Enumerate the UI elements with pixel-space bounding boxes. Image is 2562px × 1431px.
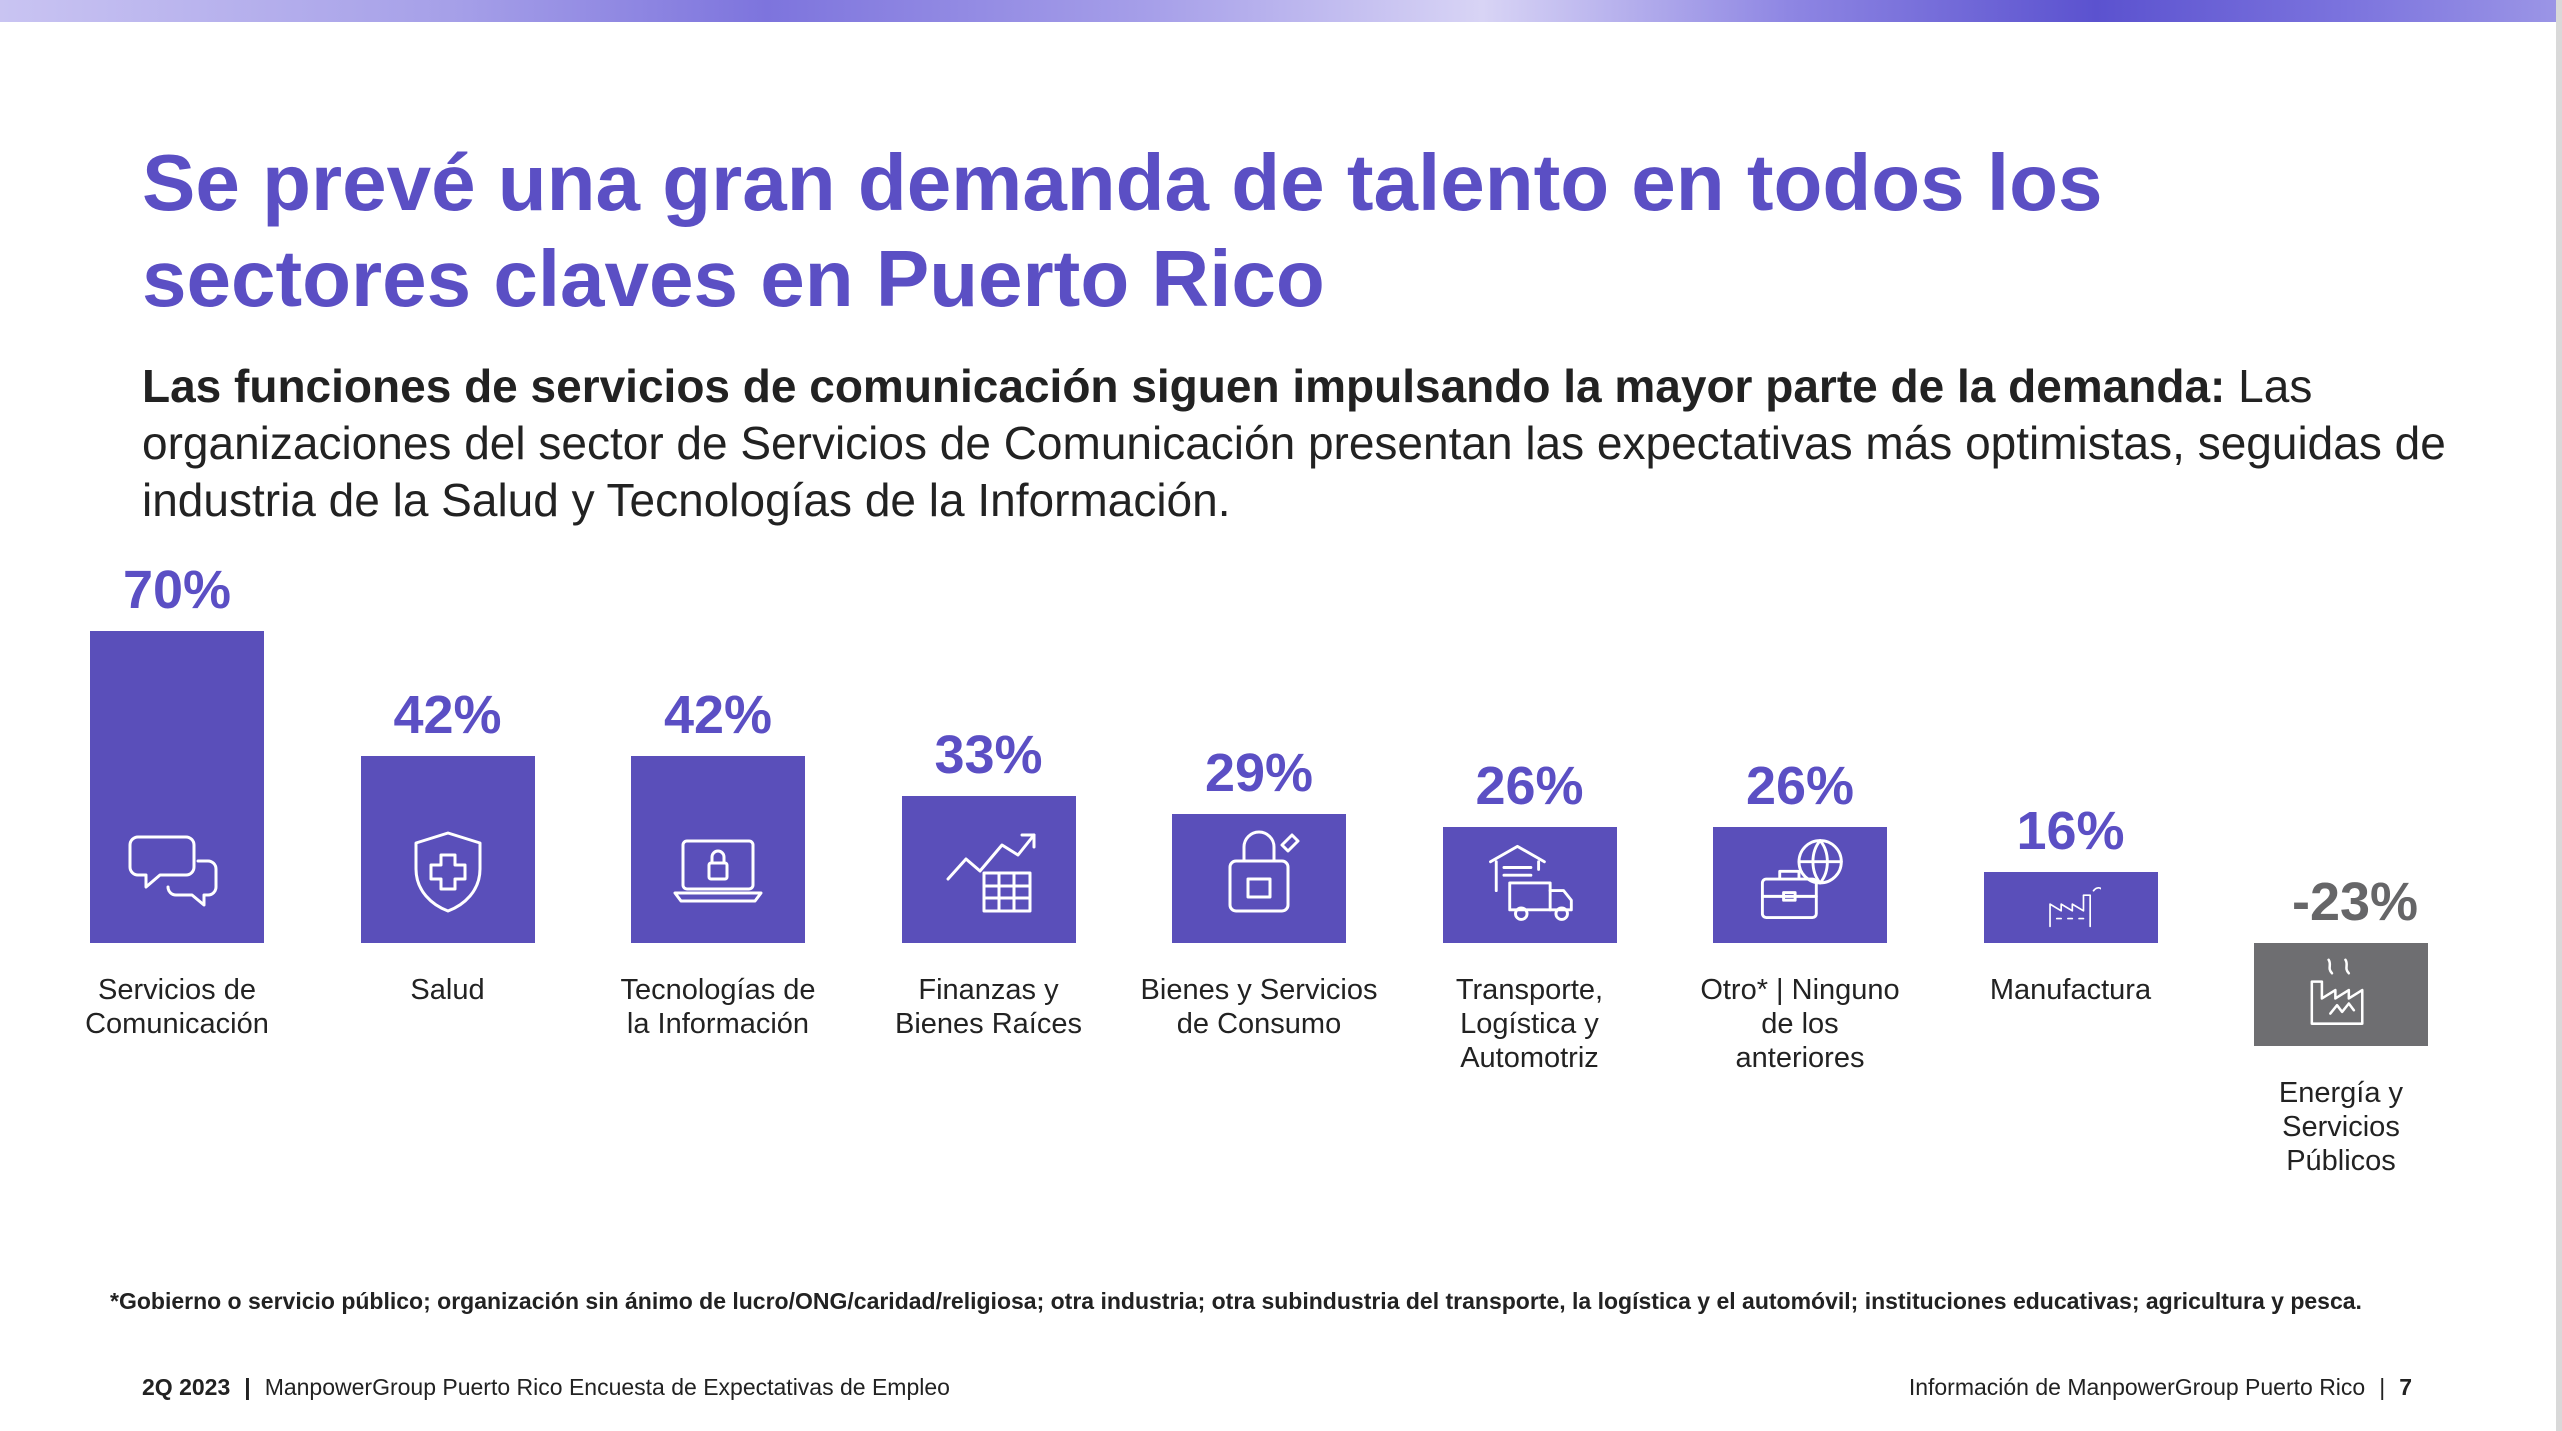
factory-icon <box>2049 886 2102 927</box>
footer-right: Información de ManpowerGroup Puerto Rico… <box>1909 1373 2412 1401</box>
bar-5 <box>1172 813 1346 943</box>
footer-info: Información de ManpowerGroup Puerto Rico <box>1908 1374 2366 1400</box>
value-label-6: 26% <box>1475 756 1584 817</box>
category-label-6: Transporte, Logística y Automotriz <box>1455 974 1604 1074</box>
delivery-truck-icon <box>1488 844 1573 922</box>
top-gradient-band <box>0 0 2556 22</box>
value-label-4: 33% <box>934 724 1043 785</box>
category-label-8: Manufactura <box>1989 974 2152 1006</box>
value-label-3: 42% <box>663 684 773 745</box>
footnote: *Gobierno o servicio público; organizaci… <box>110 1288 2362 1314</box>
finance-growth-icon <box>946 833 1035 913</box>
category-label-1: Servicios de Comunicación <box>85 974 269 1040</box>
bar-4 <box>901 795 1076 943</box>
category-label-9: Energía y Servicios Públicos <box>2278 1076 2404 1177</box>
bar-8 <box>1983 871 2158 943</box>
footer-quarter: 2Q 2023 <box>142 1374 231 1400</box>
category-label-7: Otro* | Ninguno de los anteriores <box>1700 974 1900 1074</box>
bar-3 <box>631 755 805 943</box>
energy-factory-icon <box>2310 958 2364 1025</box>
bar-1 <box>90 631 264 943</box>
category-label-4: Finanzas y Bienes Raíces <box>895 974 1082 1040</box>
page-title: Se prevé una gran demanda de talento en … <box>142 138 2103 323</box>
footer-separator: | <box>2379 1374 2386 1400</box>
subtitle-body: Las organizaciones del sector de Servici… <box>142 360 2446 526</box>
value-label-5: 29% <box>1204 742 1314 803</box>
page-subtitle: Las funciones de servicios de comunicaci… <box>142 358 2472 529</box>
globe-briefcase-icon <box>1761 839 1843 920</box>
page-number: 7 <box>2399 1374 2412 1400</box>
bar-9 <box>2254 943 2428 1046</box>
footer-left: 2Q 2023 | ManpowerGroup Puerto Rico Encues… <box>142 1373 950 1401</box>
window-edge <box>2556 0 2562 1431</box>
subtitle-lead: Las funciones de servicios de comunicaci… <box>142 360 2226 412</box>
chat-icon <box>128 835 218 907</box>
bar-6 <box>1442 827 1617 943</box>
category-label-3: Tecnologías de la Información <box>620 974 816 1040</box>
bar-7 <box>1713 827 1887 943</box>
category-label-5: Bienes y Servicios de Consumo <box>1140 974 1378 1040</box>
value-label-7: 26% <box>1745 756 1855 817</box>
bar-2 <box>360 755 535 943</box>
value-label-2: 42% <box>393 684 502 745</box>
footer-separator: | <box>244 1374 251 1400</box>
footer-survey: ManpowerGroup Puerto Rico Encuesta de Ex… <box>264 1374 950 1400</box>
value-label-1: 70% <box>122 560 232 620</box>
health-shield-icon <box>414 831 481 913</box>
value-label-8: 16% <box>2016 800 2125 861</box>
value-label-9: -23% <box>2291 872 2419 932</box>
category-label-2: Salud <box>410 974 485 1006</box>
laptop-lock-icon <box>673 839 763 903</box>
shopping-bag-icon <box>1228 830 1300 913</box>
